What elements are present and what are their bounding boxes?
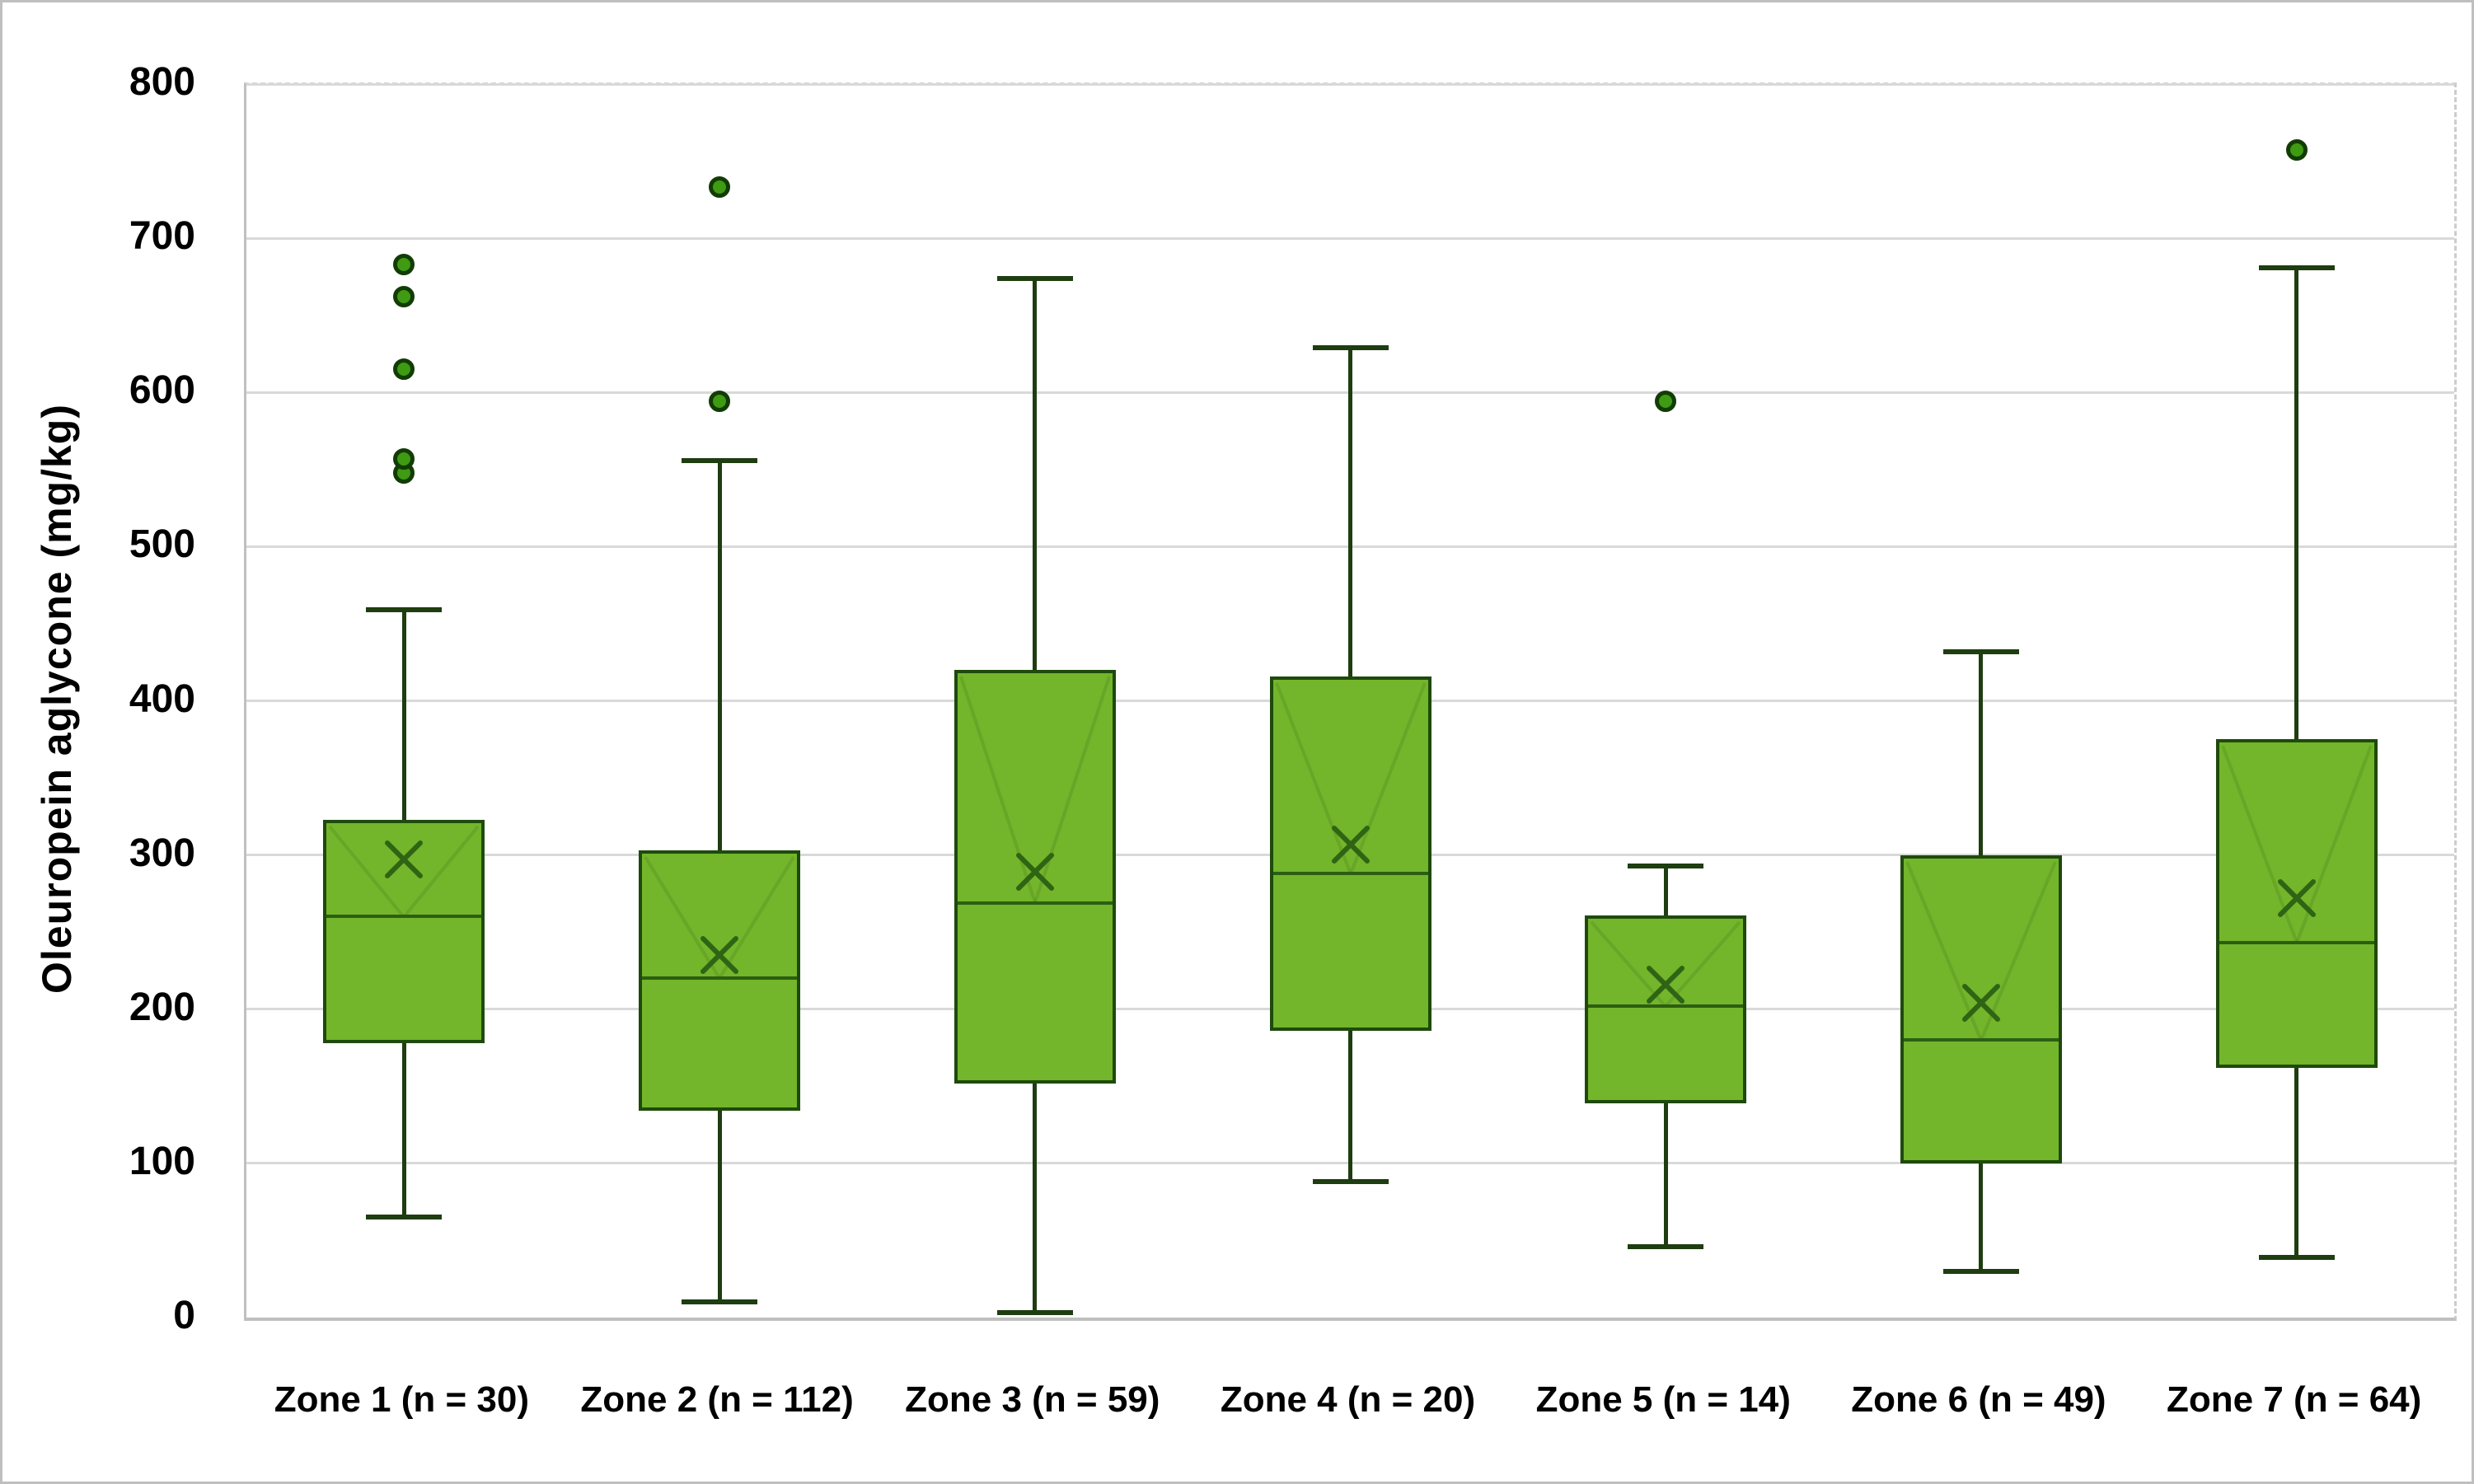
y-tick-label-100: 100 <box>129 1139 195 1183</box>
x-axis-label-zone-7: Zone 7 (n = 64) <box>2167 1379 2422 1420</box>
y-axis-tick-labels: 0 100 200 300 400 500 600 700 800 <box>2 60 218 1337</box>
whisker-cap-bottom-zone-3 <box>996 1310 1073 1316</box>
outlier-dot-zone-1-5 <box>393 253 415 275</box>
mean-x-icon <box>1961 984 2000 1023</box>
whisker-cap-bottom-zone-7 <box>2258 1255 2335 1261</box>
whisker-cap-bottom-zone-5 <box>1628 1243 1704 1249</box>
x-axis-label-zone-4: Zone 4 (n = 20) <box>1220 1379 1476 1420</box>
mean-marker-zone-4 <box>1328 822 1374 868</box>
whisker-cap-bottom-zone-1 <box>366 1215 443 1220</box>
outlier-dot-zone-1-2 <box>393 447 415 470</box>
y-tick-label-0: 0 <box>173 1294 195 1337</box>
median-line-zone-4 <box>1272 872 1428 876</box>
box-shading-zone-2 <box>644 855 795 980</box>
box-shading-zone-4 <box>1274 681 1427 874</box>
x-axis-labels: Zone 1 (n = 30) Zone 2 (n = 112) Zone 3 (n… <box>244 1362 2452 1441</box>
box-zone-5 <box>1585 915 1747 1103</box>
mean-x-icon <box>1015 853 1054 892</box>
whisker-cap-top-zone-2 <box>682 457 758 463</box>
mean-x-icon <box>2277 879 2316 918</box>
outlier-dot-zone-7-1 <box>2285 139 2308 162</box>
mean-marker-zone-5 <box>1642 962 1689 1008</box>
mean-marker-zone-3 <box>1012 849 1058 895</box>
box-zone-7 <box>2215 739 2378 1068</box>
plot-area <box>244 82 2457 1321</box>
y-tick-label-200: 200 <box>129 985 195 1029</box>
mean-x-icon <box>1331 825 1370 864</box>
box-shading-zone-6 <box>1905 860 2057 1041</box>
mean-marker-zone-7 <box>2274 875 2320 921</box>
y-tick-label-300: 300 <box>129 831 195 875</box>
y-tick-label-800: 800 <box>129 60 195 104</box>
median-line-zone-5 <box>1588 1004 1744 1008</box>
whisker-cap-top-zone-7 <box>2258 264 2335 270</box>
mean-x-icon <box>385 840 424 879</box>
box-zone-4 <box>1269 676 1431 1031</box>
median-line-zone-1 <box>326 915 482 919</box>
outlier-dot-zone-1-3 <box>393 358 415 381</box>
median-line-zone-3 <box>957 901 1113 905</box>
x-axis-label-zone-6: Zone 6 (n = 49) <box>1851 1379 2106 1420</box>
median-line-zone-7 <box>2219 941 2374 945</box>
x-axis-label-zone-1: Zone 1 (n = 30) <box>274 1379 529 1420</box>
box-shading-zone-1 <box>328 825 480 918</box>
outlier-dot-zone-1-4 <box>393 286 415 308</box>
box-zone-6 <box>1900 854 2062 1163</box>
x-axis-label-zone-2: Zone 2 (n = 112) <box>580 1379 854 1420</box>
y-tick-label-500: 500 <box>129 522 195 567</box>
outlier-dot-zone-2-1 <box>709 391 731 413</box>
whisker-cap-top-zone-3 <box>996 275 1073 281</box>
mean-marker-zone-2 <box>696 932 743 978</box>
whisker-cap-bottom-zone-2 <box>682 1299 758 1305</box>
box-zone-3 <box>954 670 1116 1084</box>
outlier-dot-zone-5-1 <box>1655 391 1677 413</box>
median-line-zone-6 <box>1903 1038 2059 1042</box>
y-tick-label-700: 700 <box>129 214 195 259</box>
mean-x-icon <box>700 936 739 975</box>
y-tick-label-400: 400 <box>129 676 195 721</box>
box-zone-2 <box>639 850 801 1112</box>
gridline-700 <box>246 236 2454 240</box>
whisker-cap-bottom-zone-6 <box>1942 1268 2019 1274</box>
whisker-cap-top-zone-1 <box>366 607 443 613</box>
whisker-cap-top-zone-4 <box>1312 344 1389 350</box>
mean-x-icon <box>1647 965 1685 1004</box>
whisker-cap-top-zone-5 <box>1628 863 1704 868</box>
whisker-cap-top-zone-6 <box>1942 648 2019 654</box>
mean-marker-zone-1 <box>381 836 427 882</box>
box-shading-zone-3 <box>958 676 1111 904</box>
mean-marker-zone-6 <box>1958 980 2004 1026</box>
x-axis-label-zone-3: Zone 3 (n = 59) <box>905 1379 1160 1420</box>
box-shading-zone-5 <box>1590 920 1741 1008</box>
y-tick-label-600: 600 <box>129 368 195 413</box>
whisker-cap-bottom-zone-4 <box>1312 1179 1389 1185</box>
x-axis-label-zone-5: Zone 5 (n = 14) <box>1535 1379 1791 1420</box>
median-line-zone-2 <box>642 976 798 981</box>
outlier-dot-zone-2-2 <box>709 176 731 199</box>
gridline-800 <box>246 82 2454 86</box>
